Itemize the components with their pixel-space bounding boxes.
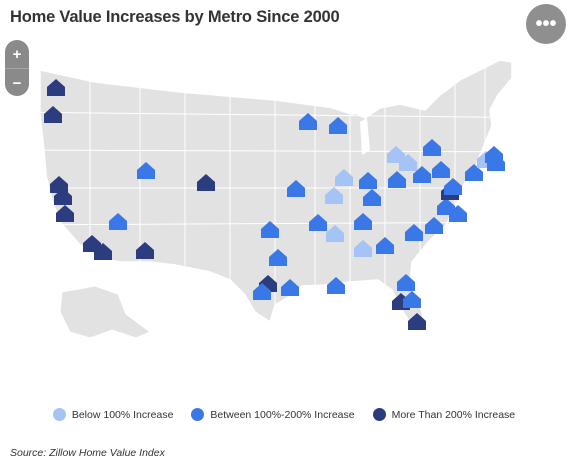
metro-marker-mid-icon[interactable] [309,214,327,231]
metro-marker-mid-icon[interactable] [109,213,127,230]
metro-marker-low-icon[interactable] [387,146,405,163]
metro-marker-mid-icon[interactable] [444,178,462,195]
metro-marker-mid-icon[interactable] [359,172,377,189]
metro-marker-mid-icon[interactable] [487,154,505,171]
metro-marker-mid-icon[interactable] [397,274,415,291]
metro-marker-high-icon[interactable] [44,106,62,123]
metro-marker-low-icon[interactable] [399,154,417,171]
metro-marker-high-icon[interactable] [197,174,215,191]
metro-marker-mid-icon[interactable] [363,189,381,206]
more-options-button[interactable]: ••• [526,4,566,44]
metro-marker-mid-icon[interactable] [432,161,450,178]
metro-marker-high-icon[interactable] [408,313,426,330]
metro-marker-high-icon[interactable] [83,235,101,252]
legend-label: Between 100%-200% Increase [210,408,355,421]
metro-marker-mid-icon[interactable] [299,113,317,130]
legend: Below 100% Increase Between 100%-200% In… [0,408,568,421]
metro-marker-high-icon[interactable] [136,242,154,259]
legend-swatch-high [372,408,386,421]
metro-marker-high-icon[interactable] [47,79,65,96]
zoom-out-button[interactable]: − [5,68,29,96]
zoom-in-button[interactable]: + [12,45,22,63]
metro-marker-low-icon[interactable] [354,240,372,257]
metro-marker-high-icon[interactable] [54,188,72,205]
metro-marker-mid-icon[interactable] [405,224,423,241]
metro-marker-mid-icon[interactable] [437,198,455,215]
legend-label: Below 100% Increase [71,408,174,421]
zoom-control: + − [5,40,29,96]
legend-item-below-100[interactable]: Below 100% Increase [52,408,174,421]
legend-swatch-mid [191,408,205,421]
metro-marker-mid-icon[interactable] [261,221,279,238]
metro-marker-mid-icon[interactable] [354,213,372,230]
metro-marker-high-icon[interactable] [56,205,74,222]
metro-marker-low-icon[interactable] [325,187,343,204]
metro-marker-mid-icon[interactable] [327,277,345,294]
metro-marker-low-icon[interactable] [335,169,353,186]
metro-marker-mid-icon[interactable] [137,162,155,179]
metro-marker-mid-icon[interactable] [329,117,347,134]
metro-marker-mid-icon[interactable] [269,249,287,266]
metro-marker-mid-icon[interactable] [253,283,271,300]
metro-marker-mid-icon[interactable] [425,217,443,234]
legend-label: More Than 200% Increase [391,408,516,421]
more-horizontal-icon: ••• [535,13,557,35]
metro-marker-mid-icon[interactable] [403,291,421,308]
legend-item-100-200[interactable]: Between 100%-200% Increase [191,408,355,421]
metro-marker-mid-icon[interactable] [287,180,305,197]
legend-swatch-low [52,408,66,421]
chart-title: Home Value Increases by Metro Since 2000 [10,8,340,26]
source-note: Source: Zillow Home Value Index [10,447,165,459]
metro-marker-mid-icon[interactable] [376,237,394,254]
metro-marker-mid-icon[interactable] [413,166,431,183]
metro-markers [44,79,505,330]
land-layer [39,59,513,339]
metro-marker-mid-icon[interactable] [281,279,299,296]
us-map[interactable] [0,0,568,400]
metro-marker-high-icon[interactable] [94,243,112,260]
metro-marker-mid-icon[interactable] [449,205,467,222]
great-lake-michigan [360,118,370,155]
metro-marker-mid-icon[interactable] [465,164,483,181]
great-lake-superior [330,104,372,115]
metro-marker-mid-icon[interactable] [388,171,406,188]
metro-marker-mid-icon[interactable] [423,139,441,156]
alaska [59,285,151,339]
legend-item-above-200[interactable]: More Than 200% Increase [372,408,516,421]
metro-marker-low-icon[interactable] [326,225,344,242]
